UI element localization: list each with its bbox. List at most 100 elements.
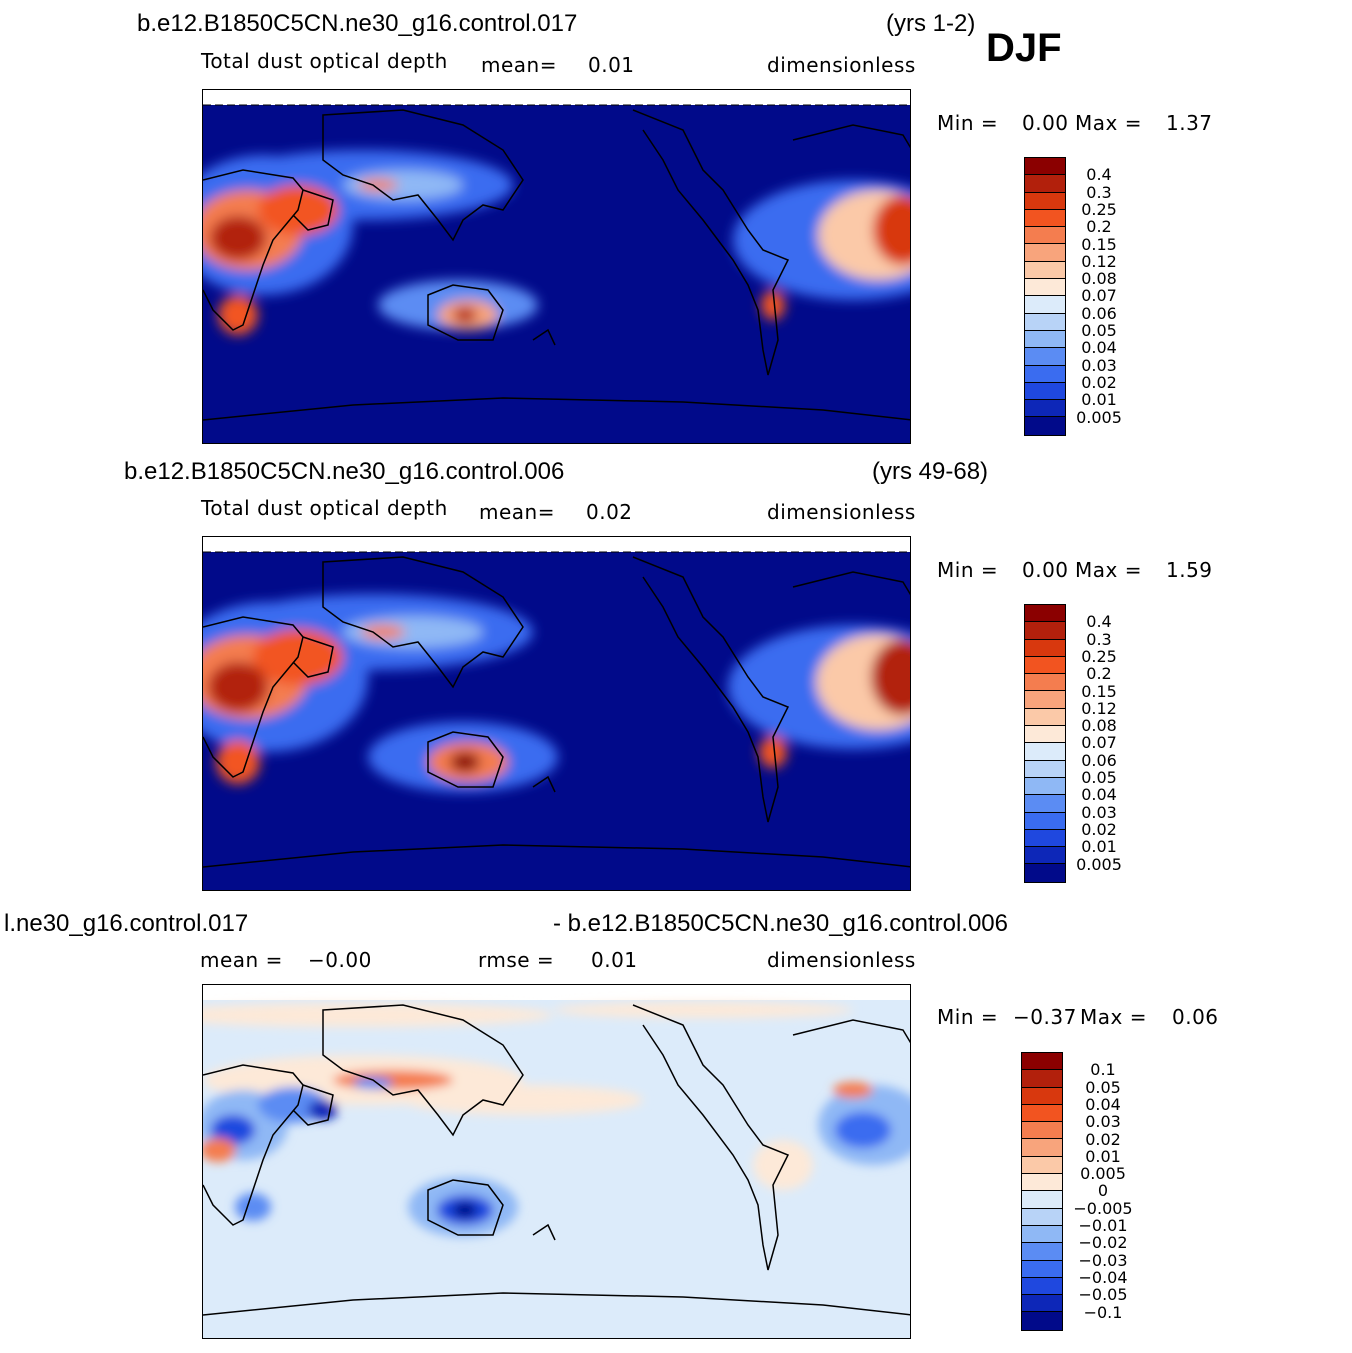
panel2-map bbox=[202, 536, 911, 891]
panel3-colorbar-swatch bbox=[1022, 1225, 1062, 1244]
panel1-variable: Total dust optical depth bbox=[201, 49, 448, 73]
panel2-mean-label: mean= bbox=[479, 500, 555, 524]
panel3-colorbar-swatch bbox=[1022, 1087, 1062, 1105]
panel1-mean-label: mean= bbox=[481, 53, 557, 77]
panel1-colorbar-swatch bbox=[1025, 227, 1065, 245]
panel2-mean-value: 0.02 bbox=[586, 500, 633, 524]
panel2-colorbar-swatch bbox=[1025, 829, 1065, 848]
panel3-coastlines bbox=[203, 1004, 910, 1316]
panel2-colorbar-label: 0.04 bbox=[1081, 785, 1117, 805]
panel2-colorbar-swatch bbox=[1025, 605, 1065, 623]
panel3-max-label: Max = bbox=[1080, 1005, 1147, 1029]
panel1-colorbar-label: 0.25 bbox=[1081, 199, 1117, 219]
panel1-colorbar-swatch bbox=[1025, 296, 1065, 314]
panel2-colorbar-label: 0.4 bbox=[1086, 612, 1112, 632]
panel1-max-value: 1.37 bbox=[1166, 111, 1213, 135]
panel3-colorbar-label: 0.04 bbox=[1085, 1094, 1121, 1114]
panel1-colorbar-swatch bbox=[1025, 192, 1065, 210]
panel2-colorbar-swatch bbox=[1025, 726, 1065, 744]
panel1-colorbar-swatch bbox=[1025, 261, 1065, 280]
panel3-colorbar-label: −0.05 bbox=[1078, 1285, 1128, 1305]
panel3-colorbar-swatch bbox=[1022, 1070, 1062, 1088]
panel3-colorbar-swatch bbox=[1022, 1295, 1062, 1313]
panel1-colorbar-label: 0.07 bbox=[1081, 286, 1117, 306]
panel1-colorbar-label: 0.06 bbox=[1081, 303, 1117, 323]
panel1-colorbar-swatch bbox=[1025, 209, 1065, 228]
panel1-map bbox=[202, 89, 911, 444]
panel3-case-left: l.ne30_g16.control.017 bbox=[4, 910, 249, 937]
panel1-colorbar bbox=[1024, 157, 1066, 436]
panel3-colorbar-label: 0.03 bbox=[1085, 1112, 1121, 1132]
panel1-mean-value: 0.01 bbox=[588, 53, 635, 77]
panel1-colorbar-swatch bbox=[1025, 365, 1065, 383]
panel3-colorbar-swatch bbox=[1022, 1260, 1062, 1278]
panel3-colorbar-swatch bbox=[1022, 1139, 1062, 1157]
panel2-colorbar-swatch bbox=[1025, 812, 1065, 830]
panel2-colorbar-swatch bbox=[1025, 639, 1065, 657]
panel3-colorbar-swatch bbox=[1022, 1277, 1062, 1296]
panel1-colorbar-swatch bbox=[1025, 158, 1065, 176]
panel3-colorbar-label: −0.02 bbox=[1078, 1233, 1128, 1253]
panel2-colorbar-swatch bbox=[1025, 864, 1065, 882]
panel3-rmse-label: rmse = bbox=[478, 948, 555, 972]
panel2-colorbar-label: 0.08 bbox=[1081, 716, 1117, 736]
panel2-colorbar-label: 0.06 bbox=[1081, 750, 1117, 770]
panel3-colorbar-swatch bbox=[1022, 1208, 1062, 1226]
panel1-colorbar-swatch bbox=[1025, 244, 1065, 262]
panel2-min-label: Min = bbox=[937, 558, 999, 582]
panel2-dust-field bbox=[203, 594, 910, 792]
panel2-colorbar-swatch bbox=[1025, 691, 1065, 709]
panel2-colorbar-swatch bbox=[1025, 708, 1065, 727]
panel1-colorbar-label: 0.08 bbox=[1081, 269, 1117, 289]
panel1-colorbar-swatch bbox=[1025, 348, 1065, 366]
panel3-colorbar-label: 0.01 bbox=[1085, 1146, 1121, 1166]
panel2-colorbar bbox=[1024, 604, 1066, 883]
panel1-case-title: b.e12.B1850C5CN.ne30_g16.control.017 bbox=[137, 10, 578, 37]
panel1-colorbar-label: 0.15 bbox=[1081, 234, 1117, 254]
panel1-years: (yrs 1-2) bbox=[886, 10, 976, 37]
panel2-colorbar-label: 0.05 bbox=[1081, 768, 1117, 787]
panel2-years: (yrs 49-68) bbox=[872, 458, 989, 485]
panel3-min-label: Min = bbox=[937, 1005, 999, 1029]
panel1-units: dimensionless bbox=[767, 53, 916, 77]
panel1-min-label: Min = bbox=[937, 111, 999, 135]
panel2-units: dimensionless bbox=[767, 500, 916, 524]
panel3-colorbar-label: 0 bbox=[1097, 1181, 1109, 1201]
panel1-min-value: 0.00 bbox=[1022, 111, 1069, 135]
panel2-min-value: 0.00 bbox=[1022, 558, 1069, 582]
panel1-colorbar-label: 0.005 bbox=[1076, 407, 1122, 427]
panel2-colorbar-label: 0.02 bbox=[1081, 819, 1117, 839]
panel3-colorbar-swatch bbox=[1022, 1312, 1062, 1330]
panel3-colorbar-swatch bbox=[1022, 1243, 1062, 1261]
panel2-case-title: b.e12.B1850C5CN.ne30_g16.control.006 bbox=[124, 458, 565, 485]
panel3-colorbar-swatch bbox=[1022, 1156, 1062, 1175]
panel3-rmse-value: 0.01 bbox=[591, 948, 638, 972]
panel3-colorbar-label: −0.1 bbox=[1083, 1302, 1123, 1322]
panel3-colorbar-swatch bbox=[1022, 1104, 1062, 1123]
panel3-colorbar-swatch bbox=[1022, 1174, 1062, 1192]
season-label: DJF bbox=[986, 26, 1062, 70]
panel2-colorbar-label: 0.2 bbox=[1086, 664, 1112, 684]
panel1-colorbar-swatch bbox=[1025, 417, 1065, 435]
panel3-min-value: −0.37 bbox=[1013, 1005, 1077, 1029]
panel1-colorbar-swatch bbox=[1025, 313, 1065, 331]
panel2-colorbar-label: 0.25 bbox=[1081, 646, 1117, 666]
panel3-colorbar-label: 0.05 bbox=[1085, 1077, 1121, 1097]
panel2-colorbar-swatch bbox=[1025, 674, 1065, 692]
panel1-colorbar-label: 0.3 bbox=[1086, 182, 1112, 202]
panel2-colorbar-label: 0.12 bbox=[1081, 698, 1117, 718]
panel2-max-label: Max = bbox=[1075, 558, 1142, 582]
panel2-colorbar-swatch bbox=[1025, 795, 1065, 813]
panel1-colorbar-label: 0.03 bbox=[1081, 355, 1117, 375]
panel1-colorbar-swatch bbox=[1025, 330, 1065, 349]
panel3-difference-field bbox=[203, 1002, 910, 1237]
panel1-dust-field bbox=[203, 150, 910, 335]
panel3-colorbar-label: 0.005 bbox=[1080, 1164, 1126, 1184]
panel3-colorbar-label: −0.04 bbox=[1078, 1267, 1128, 1287]
panel2-colorbar-swatch bbox=[1025, 743, 1065, 761]
panel3-colorbar-swatch bbox=[1022, 1122, 1062, 1140]
panel2-colorbar-label: 0.005 bbox=[1076, 854, 1122, 874]
panel1-colorbar-label: 0.2 bbox=[1086, 217, 1112, 237]
panel2-colorbar-label: 0.07 bbox=[1081, 733, 1117, 753]
panel1-colorbar-swatch bbox=[1025, 279, 1065, 297]
